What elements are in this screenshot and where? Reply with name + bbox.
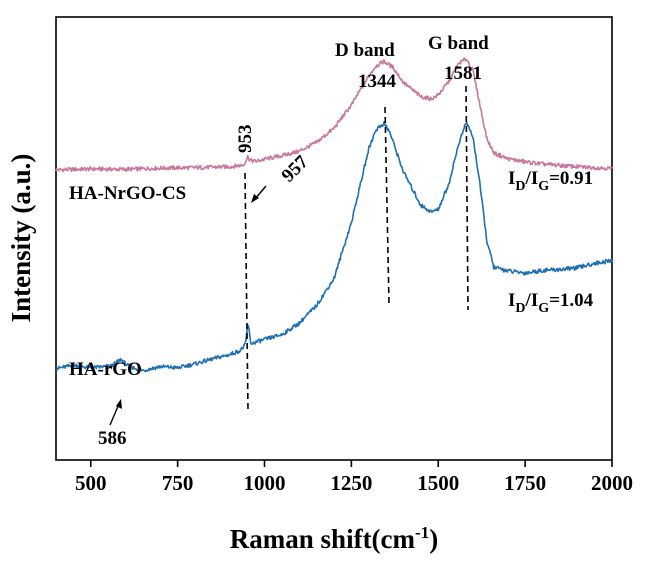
arrow-957-head — [251, 194, 259, 203]
ratio-value-ha-nrgo-cs: =0.91 — [549, 168, 593, 189]
ratio-label-ha-rgo: ID/IG=1.04 — [508, 290, 594, 316]
x-axis-ticks: 500 750 1000 1250 1500 1750 2000 — [75, 460, 633, 495]
series-line-ha-rgo — [55, 121, 613, 373]
ratio-i-d: I — [508, 168, 515, 189]
x-tick-label: 1750 — [504, 471, 546, 495]
guide-1581 — [465, 85, 469, 311]
x-axis-title-close: ) — [429, 524, 438, 554]
ratio-slash: / — [525, 168, 532, 189]
series-label-ha-rgo: HA-rGO — [69, 359, 142, 380]
x-axis-title-sup: -1 — [415, 523, 429, 542]
ratio-slash-2: / — [525, 290, 532, 311]
g-band-position: 1581 — [444, 63, 482, 84]
series-line-ha-nrgo-cs — [55, 57, 613, 173]
x-axis-title: Raman shift(cm-1) — [230, 523, 438, 554]
peak-586-label: 586 — [98, 428, 127, 449]
g-band-label: G band — [428, 33, 489, 54]
x-axis-title-main: Raman shift(cm — [230, 524, 416, 554]
guide-953 — [244, 172, 249, 411]
x-tick-label: 1500 — [417, 471, 459, 495]
ratio-value-ha-rgo: =1.04 — [549, 290, 594, 311]
series-layer — [55, 57, 613, 373]
d-band-label: D band — [335, 40, 395, 61]
x-tick-label: 750 — [162, 471, 194, 495]
arrow-586-head — [116, 399, 122, 409]
ratio-label-ha-nrgo-cs: ID/IG=0.91 — [508, 168, 593, 194]
ratio-i-d-2: I — [508, 290, 515, 311]
ratio-i-g: I — [531, 168, 538, 189]
y-axis-title: Intensity (a.u.) — [6, 154, 36, 323]
arrow-586 — [109, 403, 120, 426]
ratio-i-g-2: I — [531, 290, 538, 311]
peak-953-label: 953 — [235, 125, 256, 154]
x-tick-label: 500 — [75, 471, 107, 495]
x-tick-label: 2000 — [591, 471, 633, 495]
ratio-sub-d-2: D — [515, 301, 525, 316]
x-tick-label: 1250 — [330, 471, 372, 495]
plot-frame — [55, 16, 613, 461]
x-tick-label: 1000 — [244, 471, 286, 495]
series-label-ha-nrgo-cs: HA-NrGO-CS — [69, 183, 186, 204]
ratio-sub-d: D — [515, 179, 525, 194]
ratio-sub-g: G — [538, 179, 549, 194]
d-band-position: 1344 — [358, 71, 397, 92]
guide-1344 — [384, 106, 390, 305]
ratio-sub-g-2: G — [538, 301, 549, 316]
